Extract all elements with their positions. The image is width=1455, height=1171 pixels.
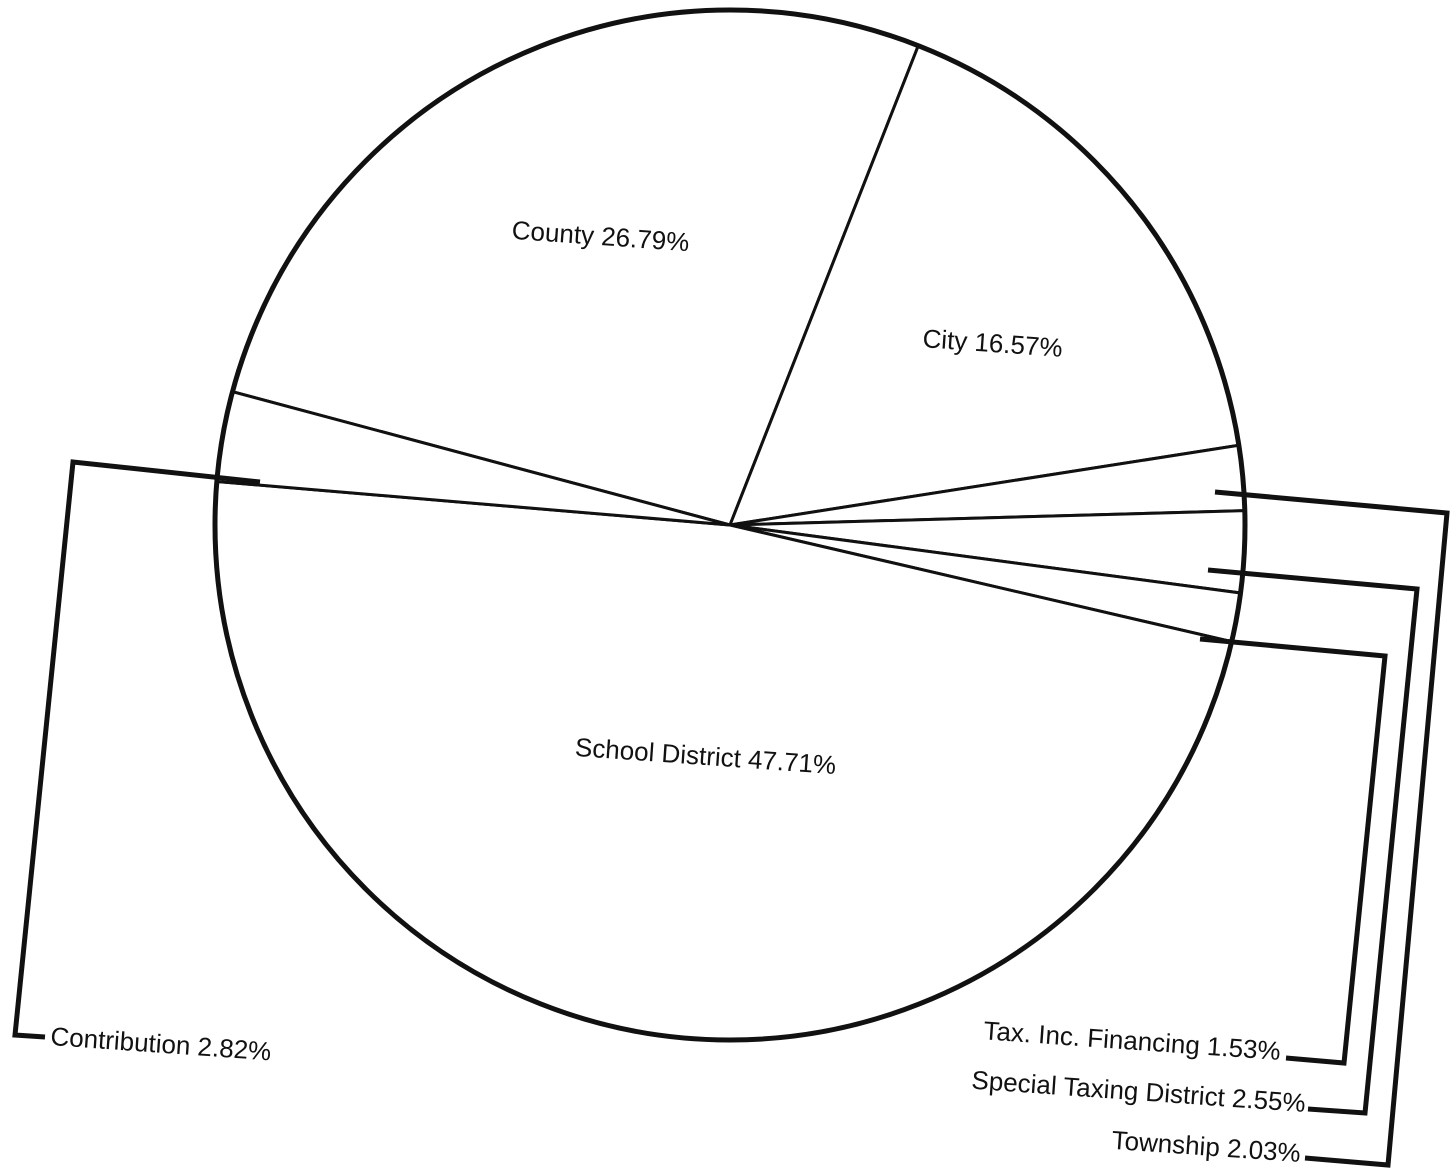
leader-line-contribution <box>12 459 261 1040</box>
callout-label-contribution: Contribution 2.82% <box>50 1021 273 1066</box>
pie-outline <box>212 7 1248 1043</box>
callout-label-township: Township 2.03% <box>1111 1125 1302 1168</box>
leader-line-special-taxing-district <box>1207 567 1420 1116</box>
pie-slices <box>213 8 1247 1042</box>
callout-label-tax-inc-financing: Tax. Inc. Financing 1.53% <box>983 1015 1282 1066</box>
callout-label-special-taxing-district: Special Taxing District 2.55% <box>971 1065 1307 1118</box>
leader-line-tax-inc-financing <box>1199 636 1388 1066</box>
leader-lines <box>12 459 1450 1168</box>
leader-line-township <box>1214 489 1450 1168</box>
